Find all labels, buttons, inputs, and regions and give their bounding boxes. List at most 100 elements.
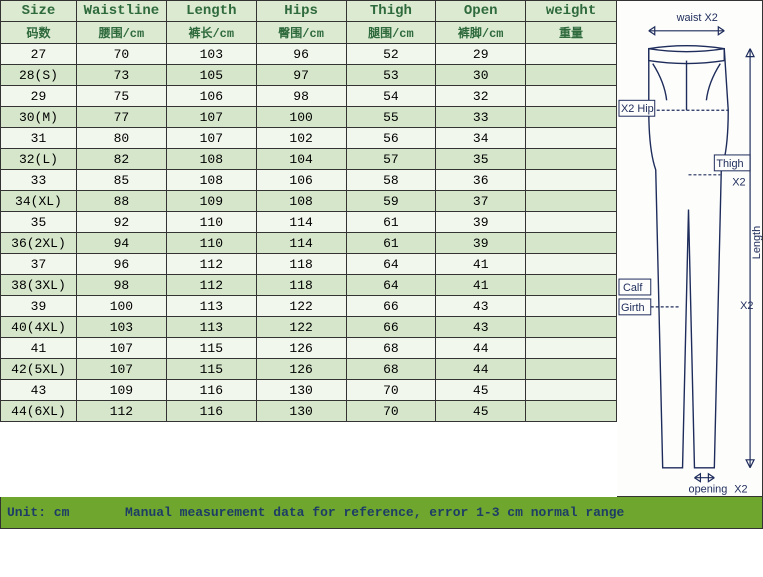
footer-text: Manual measurement data for reference, e… [125,505,624,520]
table-row: 42(5XL)1071151266844 [1,359,617,380]
table-row: 30(M)771071005533 [1,107,617,128]
cell-w: 103 [76,317,166,338]
diagram-label-thigh: Thigh [716,158,743,170]
col-thigh-en: Thigh [346,1,436,22]
cell-wt [526,170,617,191]
cell-w: 107 [76,338,166,359]
cell-wt [526,191,617,212]
cell-size: 42(5XL) [1,359,77,380]
table-row: 33851081065836 [1,170,617,191]
cell-wt [526,401,617,422]
diagram-label-hip: X2 Hip [621,103,654,115]
cell-t: 66 [346,296,436,317]
cell-h: 98 [256,86,346,107]
table-row: 35921101146139 [1,212,617,233]
diagram-label-length: Length [751,226,762,259]
table-row: 36(2XL)941101146139 [1,233,617,254]
cell-o: 44 [436,359,526,380]
cell-o: 43 [436,317,526,338]
cell-w: 92 [76,212,166,233]
table-row: 2975106985432 [1,86,617,107]
cell-size: 36(2XL) [1,233,77,254]
cell-l: 112 [166,254,256,275]
col-size-en: Size [1,1,77,22]
cell-h: 97 [256,65,346,86]
cell-w: 109 [76,380,166,401]
cell-o: 33 [436,107,526,128]
cell-h: 126 [256,338,346,359]
cell-l: 108 [166,170,256,191]
cell-o: 41 [436,275,526,296]
cell-wt [526,44,617,65]
table-row: 28(S)73105975330 [1,65,617,86]
cell-w: 94 [76,233,166,254]
footer-unit: Unit: cm [7,505,69,520]
cell-w: 96 [76,254,166,275]
cell-size: 27 [1,44,77,65]
table-body: 277010396522928(S)7310597533029751069854… [1,44,617,422]
col-hips-en: Hips [256,1,346,22]
cell-size: 31 [1,128,77,149]
cell-o: 35 [436,149,526,170]
cell-h: 130 [256,401,346,422]
cell-l: 107 [166,107,256,128]
col-length-cn: 裤长/cm [166,22,256,44]
diagram-label-waist: waist X2 [676,12,718,24]
table-row: 2770103965229 [1,44,617,65]
cell-l: 115 [166,338,256,359]
cell-t: 55 [346,107,436,128]
col-waist-cn: 腰围/cm [76,22,166,44]
cell-size: 29 [1,86,77,107]
cell-w: 88 [76,191,166,212]
cell-size: 33 [1,170,77,191]
cell-t: 68 [346,359,436,380]
cell-wt [526,128,617,149]
cell-h: 100 [256,107,346,128]
cell-t: 70 [346,401,436,422]
cell-wt [526,317,617,338]
cell-o: 39 [436,233,526,254]
cell-size: 41 [1,338,77,359]
cell-w: 112 [76,401,166,422]
cell-l: 106 [166,86,256,107]
pants-diagram: waist X2 X2 Hip Thigh X2 Calf [617,0,763,497]
footer-note: Unit: cm Manual measurement data for ref… [0,497,763,529]
cell-h: 122 [256,317,346,338]
cell-t: 64 [346,275,436,296]
cell-h: 114 [256,233,346,254]
cell-size: 40(4XL) [1,317,77,338]
cell-w: 75 [76,86,166,107]
cell-size: 28(S) [1,65,77,86]
cell-t: 64 [346,254,436,275]
cell-h: 108 [256,191,346,212]
cell-o: 44 [436,338,526,359]
cell-t: 56 [346,128,436,149]
cell-l: 112 [166,275,256,296]
cell-t: 61 [346,233,436,254]
cell-h: 102 [256,128,346,149]
cell-o: 29 [436,44,526,65]
header-row-cn: 码数 腰围/cm 裤长/cm 臀围/cm 腿围/cm 裤脚/cm 重量 [1,22,617,44]
col-weight-cn: 重量 [526,22,617,44]
cell-l: 105 [166,65,256,86]
table-area: Size Waistline Length Hips Thigh Open we… [0,0,617,497]
cell-size: 34(XL) [1,191,77,212]
cell-o: 34 [436,128,526,149]
cell-w: 107 [76,359,166,380]
table-row: 31801071025634 [1,128,617,149]
cell-h: 106 [256,170,346,191]
pants-diagram-svg: waist X2 X2 Hip Thigh X2 Calf [617,1,762,496]
cell-o: 39 [436,212,526,233]
cell-l: 110 [166,233,256,254]
cell-o: 30 [436,65,526,86]
cell-w: 73 [76,65,166,86]
diagram-label-calf: Calf [623,282,643,294]
diagram-label-girth: Girth [621,302,645,314]
cell-wt [526,65,617,86]
cell-wt [526,275,617,296]
table-row: 37961121186441 [1,254,617,275]
cell-o: 37 [436,191,526,212]
cell-h: 118 [256,254,346,275]
cell-l: 110 [166,212,256,233]
cell-h: 118 [256,275,346,296]
